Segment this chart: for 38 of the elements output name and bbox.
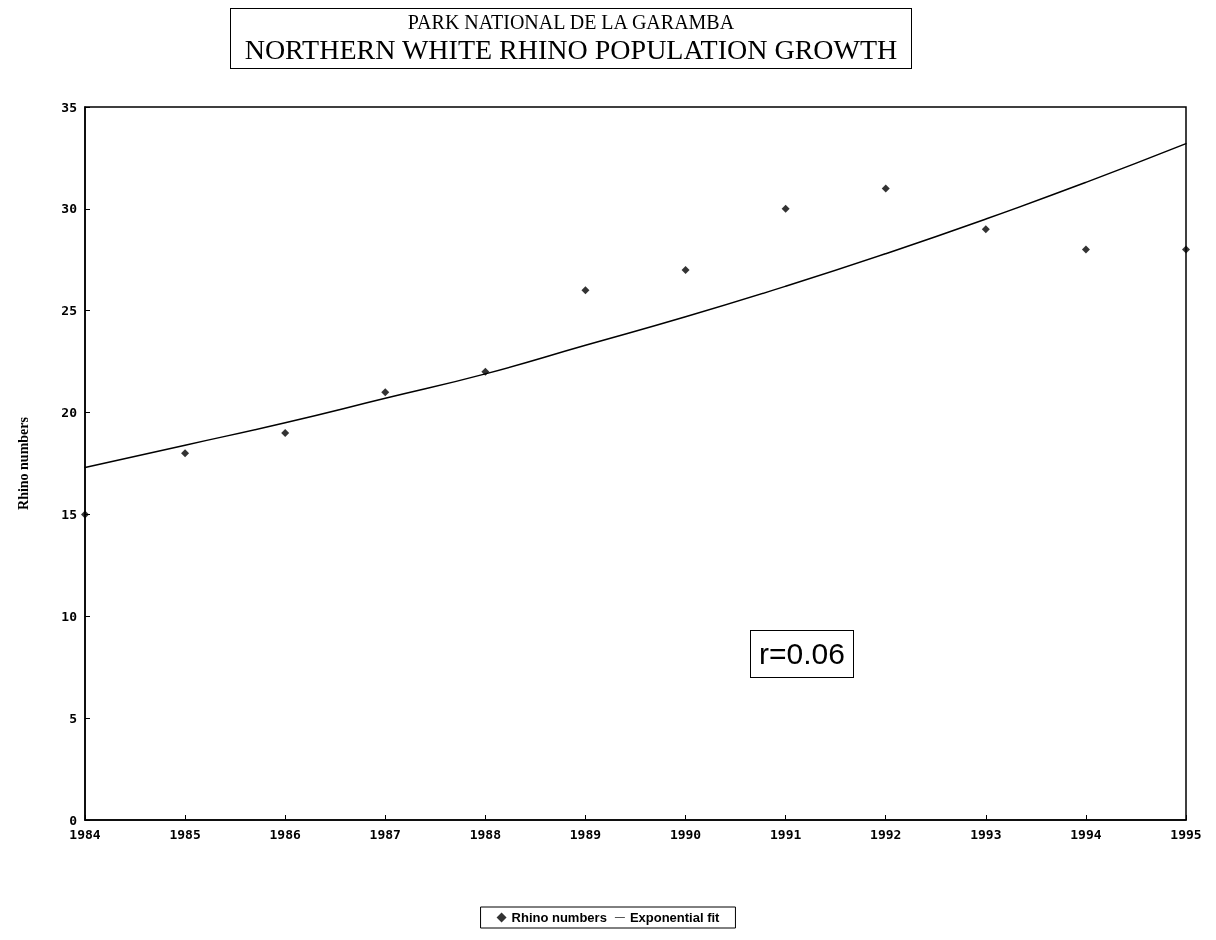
point [1182, 245, 1190, 254]
x-tick-label: 1991 [769, 827, 802, 842]
x-tick-label: 1988 [469, 827, 502, 842]
x-tick-label: 1986 [269, 827, 302, 842]
point [981, 225, 990, 234]
y-tick-label: 35 [61, 99, 77, 115]
x-tick-label: 1992 [870, 827, 902, 842]
y-tick-label: 15 [61, 506, 77, 522]
x-tick-label: 1994 [1070, 827, 1102, 842]
point [181, 449, 190, 458]
y-tick-label: 0 [69, 812, 78, 828]
y-tick-label: 10 [61, 608, 78, 624]
x-tick-label: 1993 [970, 827, 1002, 842]
y-tick-label: 5 [69, 710, 77, 726]
x-tick-label: 1985 [169, 827, 201, 842]
point [681, 265, 690, 274]
x-tick-label: 1987 [369, 827, 401, 842]
y-tick-label: 30 [61, 201, 78, 217]
x-tick-label: 1990 [669, 827, 702, 842]
y-tick-label: 25 [61, 303, 77, 319]
x-tick-label: 1989 [569, 827, 602, 842]
y-axis-title: Rhino numbers [15, 416, 31, 510]
point [481, 367, 490, 376]
x-tick-label: 1995 [1170, 827, 1202, 842]
y-tick-label: 20 [61, 405, 78, 421]
point [281, 428, 290, 437]
point [1081, 245, 1090, 254]
chart-title: NORTHERN WHITE RHINO POPULATION GROWTH [243, 34, 899, 66]
x-tick-label: 1984 [69, 827, 101, 842]
point [581, 286, 590, 295]
chart-subtitle: PARK NATIONAL DE LA GARAMBA [406, 11, 736, 34]
point [881, 184, 890, 193]
legend-label: Rhino numbers [511, 910, 607, 925]
legend-label: Exponential fit [629, 910, 721, 925]
point [381, 388, 390, 397]
point [781, 204, 790, 213]
point [81, 510, 89, 519]
annotation: r=0.06 [750, 630, 854, 678]
